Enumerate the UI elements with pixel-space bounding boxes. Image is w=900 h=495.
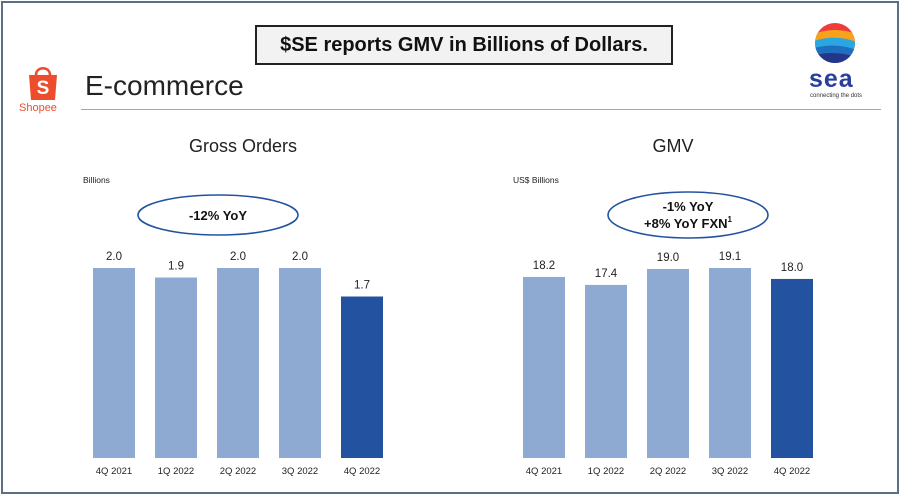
- fxn-callout-text: +8% YoY FXN1: [644, 215, 732, 231]
- bar-value-label: 18.2: [533, 260, 555, 272]
- category-tick-label: 3Q 2022: [282, 466, 318, 477]
- bar-1q-2022: [585, 284, 627, 458]
- yoy-callout-ellipse: [607, 191, 769, 239]
- gross-orders-chart: Gross Orders Billions -12% YoY 2.0 4Q 2021 1.…: [83, 136, 383, 477]
- svg-text:S: S: [37, 78, 50, 99]
- headline-banner: $SE reports GMV in Billions of Dollars.: [255, 25, 673, 65]
- sea-wordmark: sea: [809, 65, 854, 93]
- category-tick-label: 4Q 2022: [774, 466, 810, 477]
- shopee-wordmark: Shopee: [19, 102, 57, 114]
- unit-label: Billions: [83, 175, 110, 185]
- bar-4q-2021: [93, 268, 135, 458]
- bar-2q-2022: [217, 268, 259, 458]
- category-tick-label: 4Q 2021: [526, 466, 562, 477]
- section-title: E-commerce: [85, 70, 244, 101]
- shopee-bag-icon: S: [29, 66, 57, 100]
- bar-value-label: 17.4: [595, 268, 618, 280]
- bar-value-label: 2.0: [106, 251, 122, 263]
- bar-value-label: 18.0: [781, 262, 803, 274]
- category-tick-label: 1Q 2022: [158, 466, 194, 477]
- category-tick-label: 1Q 2022: [588, 466, 624, 477]
- yoy-callout-text: -12% YoY: [189, 208, 247, 223]
- bar-4q-2022: [341, 296, 383, 458]
- bar-1q-2022: [155, 277, 197, 458]
- category-tick-label: 4Q 2022: [344, 466, 380, 477]
- yoy-callout-ellipse: [137, 194, 299, 236]
- bar-4q-2021: [523, 276, 565, 458]
- chart-title: Gross Orders: [189, 136, 297, 156]
- bar-3q-2022: [709, 268, 751, 458]
- bar-value-label: 2.0: [292, 251, 308, 263]
- bar-value-label: 19.1: [719, 251, 741, 263]
- chart-title: GMV: [652, 136, 693, 156]
- category-tick-label: 2Q 2022: [220, 466, 256, 477]
- unit-label: US$ Billions: [513, 175, 559, 185]
- bar-2q-2022: [647, 268, 689, 458]
- yoy-callout-text: -1% YoY: [663, 199, 714, 214]
- category-tick-label: 2Q 2022: [650, 466, 686, 477]
- footnote-marker: 1: [728, 215, 733, 224]
- bar-value-label: 1.7: [354, 280, 370, 292]
- category-tick-label: 3Q 2022: [712, 466, 748, 477]
- sea-tagline: connecting the dots: [810, 93, 863, 99]
- bar-3q-2022: [279, 268, 321, 458]
- gmv-chart: GMV US$ Billions -1% YoY+8% YoY FXN1 18.2 4Q…: [513, 136, 813, 477]
- bar-value-label: 1.9: [168, 261, 184, 273]
- bar-value-label: 19.0: [657, 252, 679, 264]
- category-tick-label: 4Q 2021: [96, 466, 132, 477]
- sea-logo-icon: [815, 23, 855, 63]
- bar-4q-2022: [771, 278, 813, 458]
- header-divider: [81, 109, 881, 110]
- bar-value-label: 2.0: [230, 251, 246, 263]
